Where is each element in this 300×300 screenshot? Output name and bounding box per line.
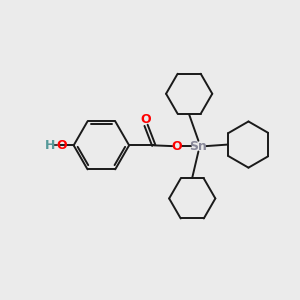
Text: H: H [45, 139, 55, 152]
Text: O: O [141, 113, 152, 126]
Text: Sn: Sn [190, 140, 207, 153]
Text: O: O [56, 139, 67, 152]
Text: O: O [172, 140, 182, 153]
